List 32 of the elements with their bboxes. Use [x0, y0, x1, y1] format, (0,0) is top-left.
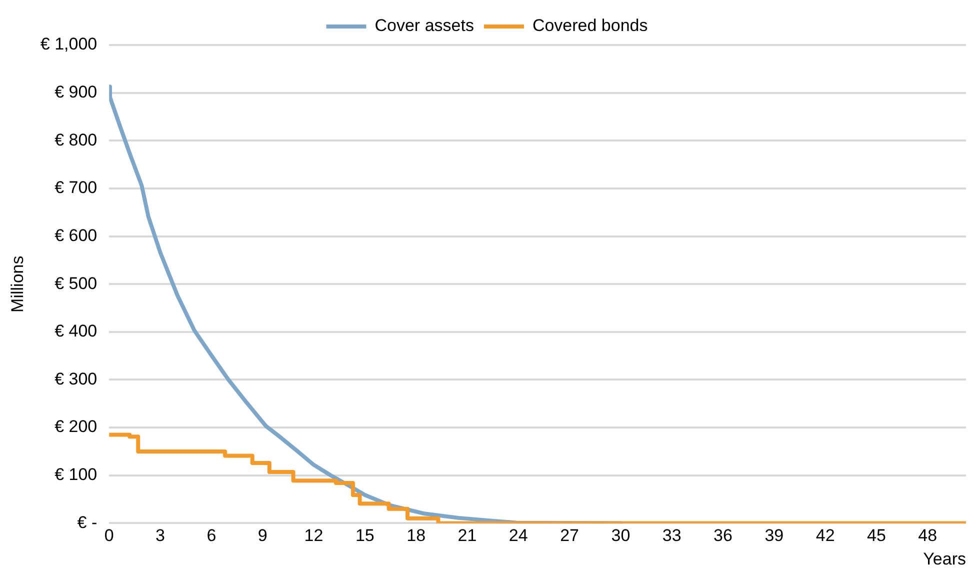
- x-tick-label: 30: [611, 526, 630, 546]
- x-tick-label: 21: [458, 526, 477, 546]
- x-tick-label: 24: [508, 526, 528, 546]
- x-tick-label: 0: [104, 526, 114, 546]
- x-tick-label: 6: [206, 526, 216, 546]
- x-tick-label: 27: [560, 526, 579, 546]
- y-tick-label: € 1,000: [40, 34, 98, 54]
- x-tick-label: 45: [867, 526, 886, 546]
- x-tick-label: 48: [918, 526, 938, 546]
- x-tick-label: 18: [406, 526, 426, 546]
- x-tick-label: 9: [258, 526, 268, 546]
- legend-label: Covered bonds: [532, 16, 648, 36]
- x-axis-title: Years: [923, 549, 966, 568]
- y-tick-label: € 100: [54, 465, 98, 484]
- y-tick-label: € 300: [54, 369, 98, 388]
- y-tick-label: € 800: [54, 130, 98, 150]
- x-tick-label: 36: [714, 526, 732, 546]
- y-axis-title: Millions: [8, 256, 27, 312]
- y-tick-label: € 200: [54, 417, 98, 436]
- x-tick-label: 42: [816, 526, 835, 546]
- y-tick-label: € 900: [54, 82, 98, 102]
- y-tick-label: € 500: [54, 274, 98, 293]
- y-tick-label: € 600: [54, 226, 98, 245]
- y-tick-label: € 700: [54, 178, 98, 198]
- x-tick-label: 15: [355, 526, 374, 546]
- x-tick-label: 12: [304, 526, 324, 546]
- x-tick-label: 33: [662, 526, 682, 546]
- legend-label: Cover assets: [374, 16, 474, 36]
- y-tick-label: € -: [77, 512, 98, 532]
- y-tick-label: € 400: [54, 322, 98, 341]
- x-tick-label: 39: [764, 526, 784, 546]
- x-tick-label: 3: [156, 526, 166, 546]
